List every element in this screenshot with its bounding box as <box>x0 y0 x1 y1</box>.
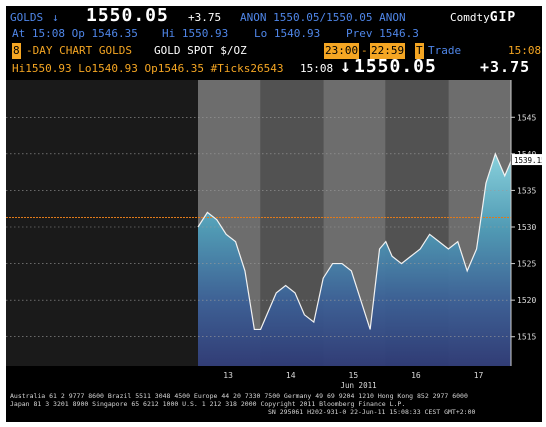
bloomberg-terminal: GOLDS ↓ 1550.05 +3.75 ANON 1550.05/1550.… <box>6 6 542 422</box>
quote-details: At 15:08 Op 1546.35 Hi 1550.93 Lo 1540.9… <box>6 26 542 42</box>
quote-header: GOLDS ↓ 1550.05 +3.75 ANON 1550.05/1550.… <box>6 6 542 28</box>
market-sector[interactable]: Comdty <box>450 11 490 24</box>
x-tick-label-14: 14 <box>286 371 296 380</box>
x-tick-label-13: 13 <box>223 371 233 380</box>
low-value: Lo 1540.93 <box>254 27 321 40</box>
chart-canvas: 15151520152515301535154015451539.1513141… <box>6 80 542 390</box>
price-line <box>197 152 512 331</box>
footer-session: SN 295061 H202-931-0 22-Jun-11 15:08:33 … <box>268 408 476 416</box>
last-value-label: 1539.15 <box>514 156 542 165</box>
x-tick-label-15: 15 <box>349 371 359 380</box>
period-input[interactable]: 8 <box>12 43 21 59</box>
last-value-box <box>512 154 542 166</box>
down-arrow-icon: ↓ <box>52 11 59 24</box>
x-axis-label: Jun 2011 <box>341 381 377 390</box>
price-change: +3.75 <box>188 11 222 24</box>
function-code[interactable]: GIP <box>489 10 517 25</box>
x-tick-label-17: 17 <box>474 371 484 380</box>
bid-ask: ANON 1550.05/1550.05 ANON <box>240 11 406 24</box>
last-time: 15:08 <box>300 62 334 75</box>
ticker[interactable]: GOLDS <box>10 11 44 24</box>
price-chart[interactable]: 15151520152515301535154015451539.1513141… <box>6 80 542 390</box>
high-value: Hi 1550.93 <box>162 27 229 40</box>
footer-contacts: Australia 61 2 9777 8600 Brazil 5511 304… <box>10 392 468 400</box>
open-time: At 15:08 Op 1546.35 <box>12 27 138 40</box>
type-label: Trade <box>428 44 462 57</box>
type-input[interactable]: T <box>415 43 424 59</box>
price-area <box>198 153 511 366</box>
last-arrow-icon: ↓ <box>340 56 352 77</box>
footer: Australia 61 2 9777 8600 Brazil 5511 304… <box>6 392 542 422</box>
clock: 15:08 <box>508 44 542 57</box>
footer-copyright: Japan 81 3 3201 8900 Singapore 65 6212 1… <box>10 400 406 408</box>
time-separator: - <box>361 44 368 57</box>
y-tick-label-1530: 1530 <box>517 223 536 232</box>
last-price: 1550.05 <box>86 6 169 26</box>
time-to-input[interactable]: 22:59 <box>370 43 406 59</box>
y-tick-label-1525: 1525 <box>517 260 536 269</box>
chart-settings: 8 -DAY CHART GOLDS GOLD SPOT $/OZ 23:00 … <box>6 43 542 59</box>
stats-row: Hi1550.93 Lo1540.93 Op1546.35 #Ticks2654… <box>6 56 542 80</box>
time-from-input[interactable]: 23:00 <box>324 43 360 59</box>
stats-line: Hi1550.93 Lo1540.93 Op1546.35 #Ticks2654… <box>12 62 284 75</box>
y-tick-label-1520: 1520 <box>517 296 536 305</box>
chart-title: -DAY CHART GOLDS <box>26 44 132 57</box>
y-tick-label-1535: 1535 <box>517 186 536 195</box>
security-name: GOLD SPOT $/OZ <box>154 44 247 57</box>
y-tick-label-1545: 1545 <box>517 113 536 122</box>
brand-label: ComdtyGIP <box>450 10 516 26</box>
last-trade-change: +3.75 <box>480 58 531 76</box>
last-trade-price: 1550.05 <box>354 56 437 77</box>
x-tick-label-16: 16 <box>411 371 421 380</box>
pre-session-area <box>6 80 198 366</box>
y-tick-label-1515: 1515 <box>517 333 536 342</box>
prev-close: Prev 1546.3 <box>346 27 419 40</box>
